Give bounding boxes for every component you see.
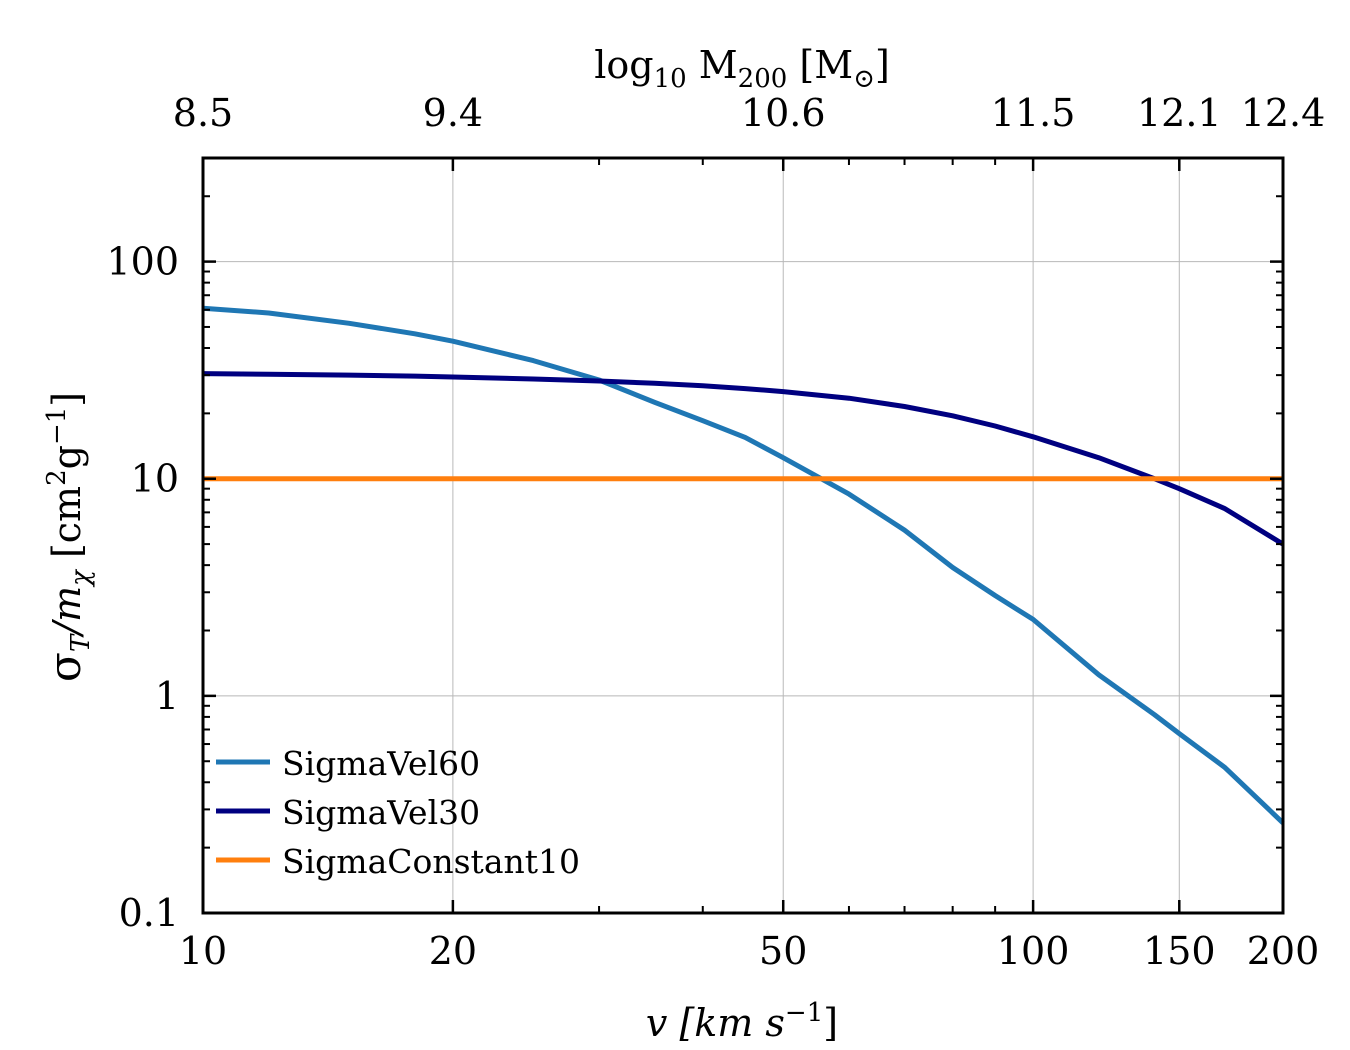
series-line-sigmavel60 xyxy=(202,305,1285,825)
top-tick-label: 10.6 xyxy=(741,91,826,135)
x-tick-label: 150 xyxy=(1143,929,1216,973)
legend: SigmaVel60 SigmaVel30 SigmaConstant10 xyxy=(216,744,580,881)
x-tick-label: 200 xyxy=(1247,929,1320,973)
plot-frame xyxy=(201,156,1285,915)
series-line-sigmavel30 xyxy=(202,371,1285,547)
y-tick-label: 0.1 xyxy=(119,891,179,935)
y-tick-label: 100 xyxy=(106,240,179,284)
legend-label-sigmaconstant10: SigmaConstant10 xyxy=(282,842,580,881)
top-tick-label: 8.5 xyxy=(173,91,233,135)
y-tick-label: 10 xyxy=(131,457,179,501)
top-tick-label: 11.5 xyxy=(991,91,1076,135)
y-axis-label: σT/mχ [cm2g−1] xyxy=(40,392,96,682)
x-tick-label: 50 xyxy=(759,929,807,973)
legend-label-sigmavel60: SigmaVel60 xyxy=(282,744,480,783)
top-axis-label: log10 M200 [M⊙] xyxy=(594,43,890,94)
y-tick-label: 1 xyxy=(155,674,179,718)
x-axis-label: v [km s−1] xyxy=(646,998,838,1045)
top-tick-label: 9.4 xyxy=(423,91,483,135)
top-tick-label: 12.1 xyxy=(1137,91,1222,135)
x-tick-label: 10 xyxy=(179,929,227,973)
series-group xyxy=(202,305,1285,825)
x-tick-label: 20 xyxy=(429,929,477,973)
tick-labels: 10 20 50 100 150 200 8.5 9.4 10.6 11.5 12.1 12.4 0.1… xyxy=(106,91,1325,973)
legend-label-sigmavel30: SigmaVel30 xyxy=(282,793,480,832)
top-tick-label: 12.4 xyxy=(1241,91,1326,135)
x-tick-label: 100 xyxy=(997,929,1070,973)
